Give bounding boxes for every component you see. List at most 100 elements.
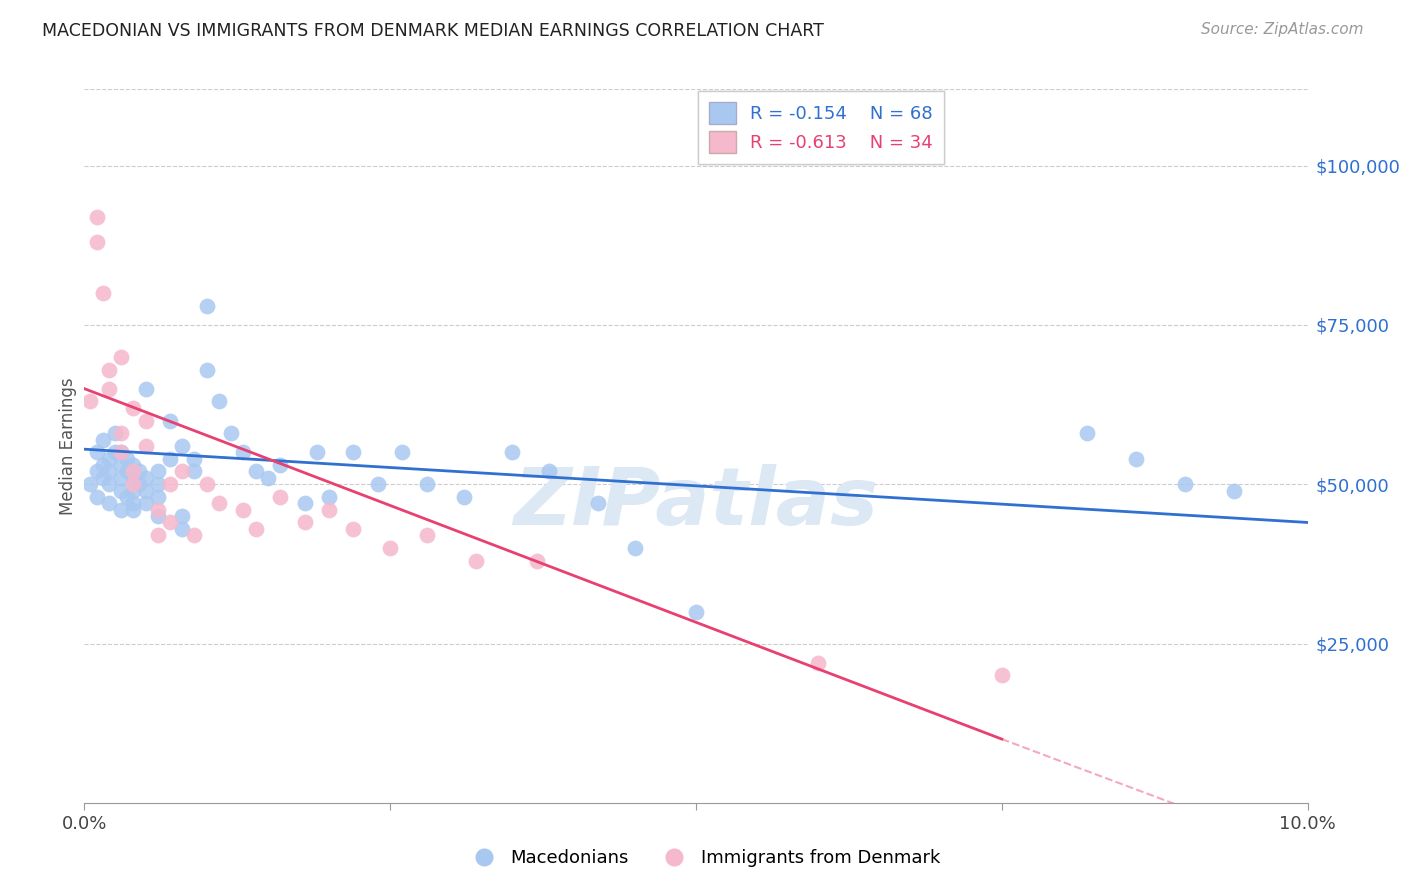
Point	[586, 496, 609, 510]
Point	[146, 528, 169, 542]
Point	[122, 496, 145, 510]
Point	[159, 413, 181, 427]
Point	[91, 433, 114, 447]
Point	[79, 477, 101, 491]
Point	[1125, 451, 1147, 466]
Point	[97, 477, 120, 491]
Point	[245, 465, 267, 479]
Point	[464, 554, 486, 568]
Point	[135, 382, 157, 396]
Point	[91, 471, 114, 485]
Point	[122, 401, 145, 415]
Point	[342, 445, 364, 459]
Point	[122, 502, 145, 516]
Point	[91, 458, 114, 472]
Point	[305, 445, 328, 459]
Point	[257, 471, 280, 485]
Point	[318, 490, 340, 504]
Point	[122, 477, 145, 491]
Point	[97, 362, 120, 376]
Point	[86, 465, 108, 479]
Point	[538, 465, 561, 479]
Point	[146, 477, 169, 491]
Point	[135, 439, 157, 453]
Point	[232, 445, 254, 459]
Point	[110, 350, 132, 364]
Point	[159, 516, 181, 530]
Legend: R = -0.154    N = 68, R = -0.613    N = 34: R = -0.154 N = 68, R = -0.613 N = 34	[697, 91, 943, 164]
Point	[91, 286, 114, 301]
Point	[97, 382, 120, 396]
Point	[115, 465, 138, 479]
Point	[146, 465, 169, 479]
Y-axis label: Median Earnings: Median Earnings	[59, 377, 77, 515]
Point	[172, 522, 194, 536]
Point	[110, 471, 132, 485]
Point	[110, 483, 132, 498]
Point	[104, 445, 127, 459]
Point	[86, 235, 108, 249]
Point	[79, 394, 101, 409]
Point	[807, 656, 830, 670]
Point	[110, 445, 132, 459]
Point	[391, 445, 413, 459]
Text: ZIPatlas: ZIPatlas	[513, 464, 879, 542]
Point	[104, 426, 127, 441]
Point	[269, 458, 291, 472]
Point	[318, 502, 340, 516]
Point	[115, 451, 138, 466]
Point	[135, 483, 157, 498]
Point	[502, 445, 524, 459]
Point	[183, 451, 205, 466]
Point	[159, 477, 181, 491]
Point	[135, 496, 157, 510]
Point	[97, 496, 120, 510]
Point	[183, 528, 205, 542]
Point	[122, 471, 145, 485]
Point	[115, 490, 138, 504]
Point	[110, 426, 132, 441]
Point	[128, 477, 150, 491]
Point	[208, 394, 231, 409]
Point	[294, 496, 316, 510]
Point	[453, 490, 475, 504]
Point	[269, 490, 291, 504]
Point	[146, 509, 169, 524]
Point	[1076, 426, 1098, 441]
Point	[195, 362, 218, 376]
Point	[219, 426, 242, 441]
Point	[146, 502, 169, 516]
Point	[245, 522, 267, 536]
Point	[685, 605, 707, 619]
Point	[110, 445, 132, 459]
Point	[380, 541, 402, 555]
Point	[110, 458, 132, 472]
Point	[172, 439, 194, 453]
Point	[294, 516, 316, 530]
Text: MACEDONIAN VS IMMIGRANTS FROM DENMARK MEDIAN EARNINGS CORRELATION CHART: MACEDONIAN VS IMMIGRANTS FROM DENMARK ME…	[42, 22, 824, 40]
Point	[195, 299, 218, 313]
Point	[526, 554, 548, 568]
Point	[97, 465, 120, 479]
Legend: Macedonians, Immigrants from Denmark: Macedonians, Immigrants from Denmark	[458, 842, 948, 874]
Point	[183, 465, 205, 479]
Point	[342, 522, 364, 536]
Point	[86, 210, 108, 224]
Point	[122, 483, 145, 498]
Point	[367, 477, 389, 491]
Text: Source: ZipAtlas.com: Source: ZipAtlas.com	[1201, 22, 1364, 37]
Point	[1174, 477, 1197, 491]
Point	[135, 413, 157, 427]
Point	[232, 502, 254, 516]
Point	[122, 458, 145, 472]
Point	[172, 509, 194, 524]
Point	[195, 477, 218, 491]
Point	[1223, 483, 1246, 498]
Point	[159, 451, 181, 466]
Point	[172, 465, 194, 479]
Point	[624, 541, 647, 555]
Point	[416, 477, 439, 491]
Point	[128, 465, 150, 479]
Point	[991, 668, 1014, 682]
Point	[97, 451, 120, 466]
